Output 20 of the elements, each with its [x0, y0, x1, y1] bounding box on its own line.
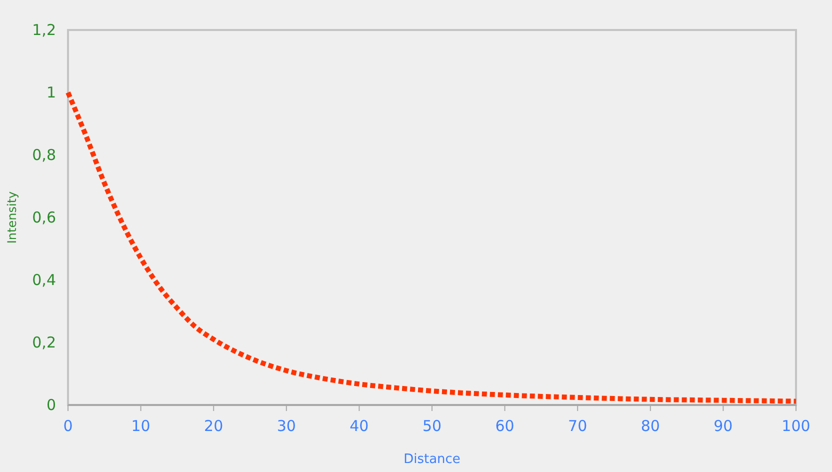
x-tick-label: 60 [495, 417, 514, 435]
x-tick-label: 50 [422, 417, 442, 435]
x-tick-label: 10 [131, 417, 150, 435]
y-tick-label: 0,2 [32, 334, 56, 352]
y-tick-label: 1,2 [32, 21, 56, 39]
x-tick-label: 70 [568, 417, 588, 435]
y-axis-title: Intensity [5, 191, 19, 244]
x-tick-label: 20 [204, 417, 224, 435]
x-tick-label: 80 [640, 417, 660, 435]
x-tick-label: 0 [63, 417, 73, 435]
x-tick-label: 30 [276, 417, 296, 435]
x-axis-title: Distance [404, 452, 460, 467]
y-tick-label: 0 [46, 396, 56, 414]
x-tick-label: 90 [714, 417, 733, 435]
y-tick-label: 0,8 [32, 146, 56, 164]
x-tick-label: 100 [782, 417, 810, 435]
y-tick-label: 0,4 [32, 271, 56, 289]
x-tick-label: 40 [350, 417, 369, 435]
y-tick-label: 1 [46, 84, 56, 102]
y-tick-label: 0,6 [32, 208, 56, 226]
